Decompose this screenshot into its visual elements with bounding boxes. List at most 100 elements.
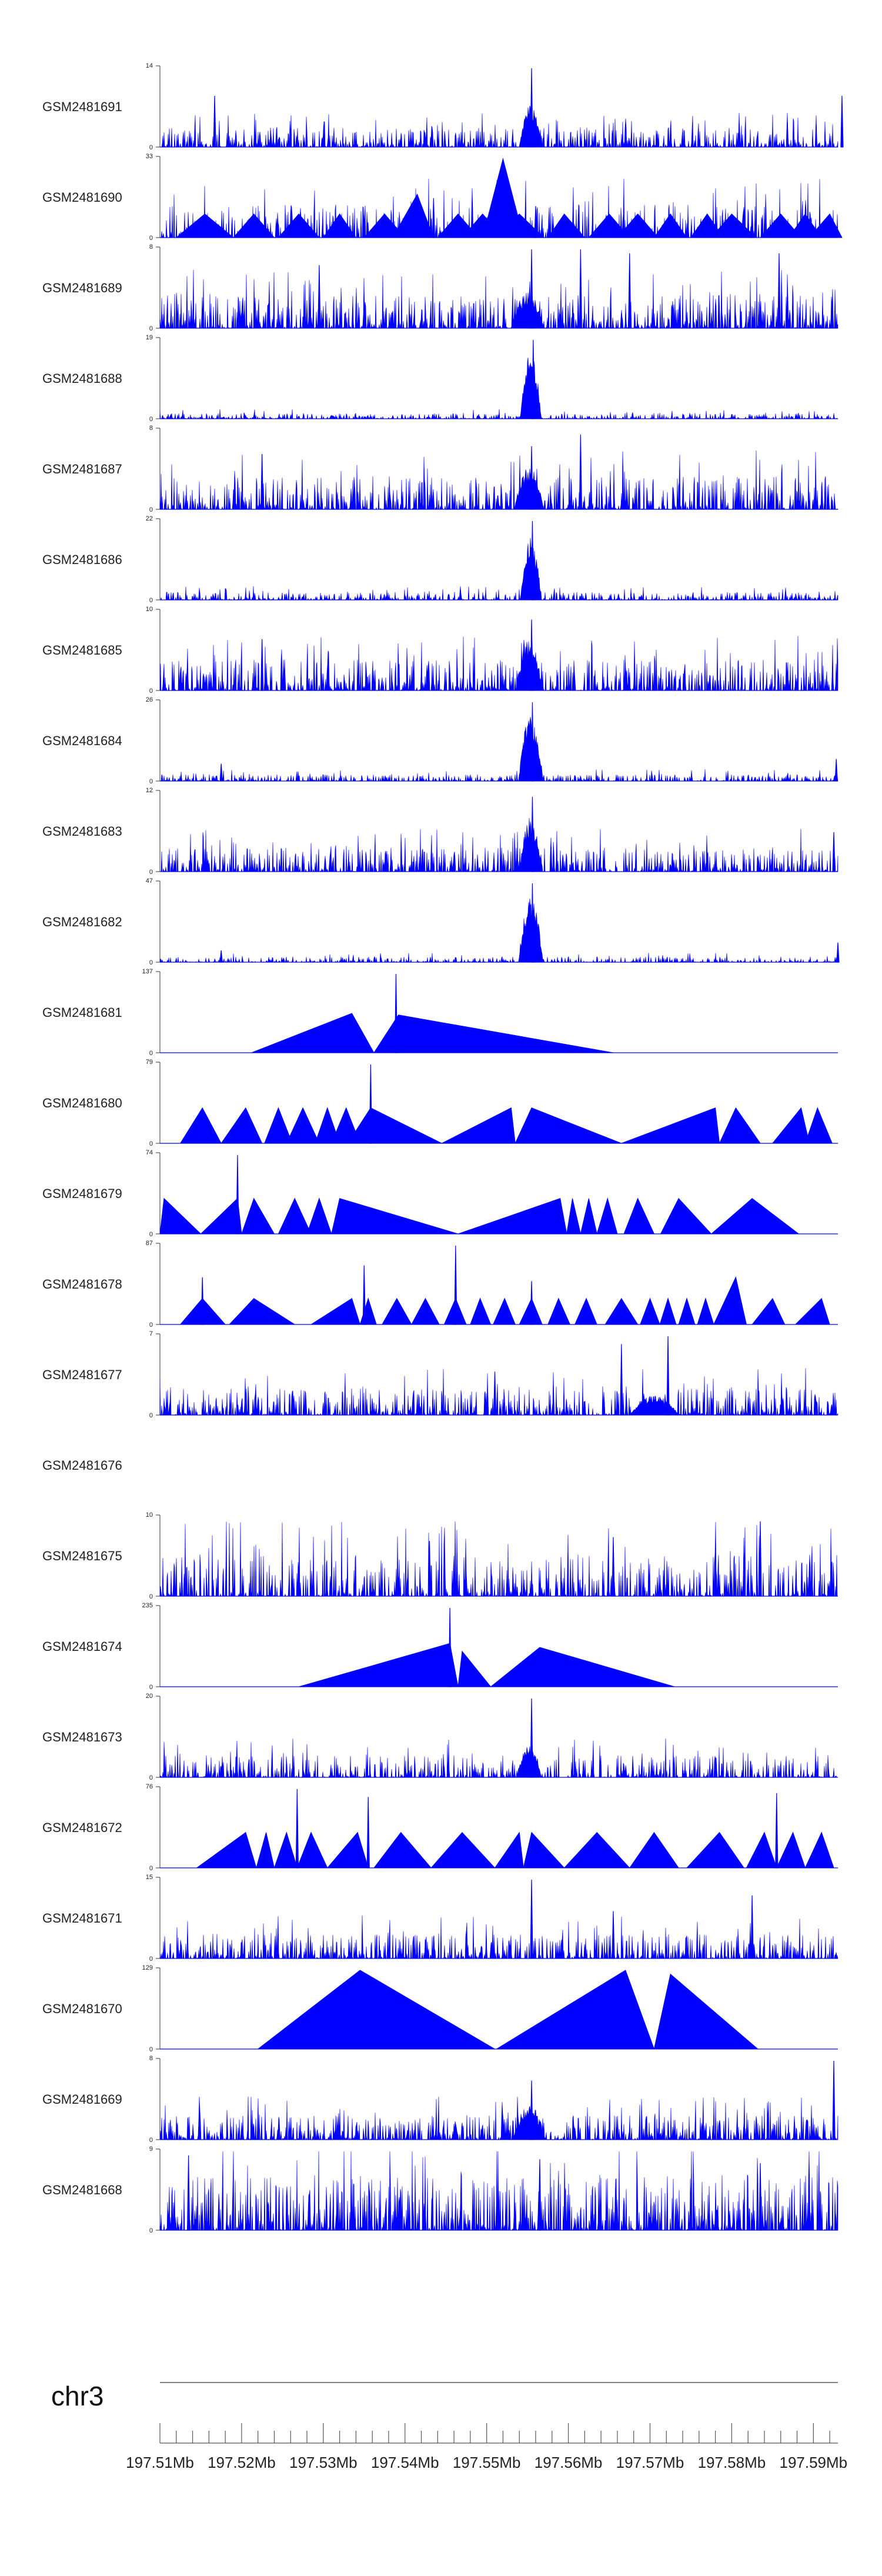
genome-axis: chr3 197.51Mb 197.52Mb 197.53Mb 197.54Mb 197… [51, 2381, 847, 2471]
track-ymax-label: 235 [142, 1602, 153, 1609]
track-label: GSM2481673 [42, 1730, 122, 1744]
track-GSM2481680: GSM2481680 79 0 [42, 1059, 838, 1147]
track-GSM2481679: GSM2481679 74 0 [42, 1149, 838, 1238]
track-ymax-label: 47 [146, 877, 153, 885]
track-signal-area [159, 450, 838, 510]
track-GSM2481672: GSM2481672 76 0 [42, 1783, 838, 1872]
track-ymin-label: 0 [149, 2227, 153, 2234]
track-ymin-label: 0 [149, 959, 153, 966]
track-GSM2481671: GSM2481671 15 0 [42, 1874, 838, 1963]
track-label: GSM2481672 [42, 1820, 122, 1835]
track-ymax-label: 74 [146, 1149, 153, 1156]
track-GSM2481675: GSM2481675 10 0 [42, 1511, 838, 1600]
track-ymin-label: 0 [149, 325, 153, 332]
axis-tick-label: 197.56Mb [534, 2454, 603, 2471]
track-label: GSM2481679 [42, 1186, 122, 1201]
track-signal-area [159, 2151, 838, 2231]
track-GSM2481684: GSM2481684 26 0 [42, 696, 838, 785]
track-GSM2481685: GSM2481685 10 0 [42, 606, 838, 695]
track-ymin-label: 0 [149, 1593, 153, 1600]
track-label: GSM2481680 [42, 1096, 122, 1110]
track-ymin-label: 0 [149, 144, 153, 151]
chromosome-label: chr3 [51, 2381, 103, 2411]
track-ymax-label: 79 [146, 1059, 153, 1066]
track-label: GSM2481681 [42, 1005, 122, 1020]
track-ymax-label: 9 [149, 2145, 153, 2153]
axis-tick-label: 197.59Mb [779, 2454, 847, 2471]
axis-tick-label: 197.57Mb [616, 2454, 684, 2471]
track-GSM2481686: GSM2481686 22 0 [42, 515, 838, 604]
track-ymin-label: 0 [149, 597, 153, 604]
track-ymin-label: 0 [149, 1684, 153, 1691]
track-ymin-label: 0 [149, 1956, 153, 1963]
track-ymax-label: 137 [142, 968, 153, 975]
track-GSM2481681: GSM2481681 137 0 [42, 968, 838, 1057]
axis-ticks: 197.51Mb 197.52Mb 197.53Mb 197.54Mb 197.55Mb… [126, 2423, 847, 2471]
track-ymax-label: 14 [146, 62, 153, 69]
track-label: GSM2481677 [42, 1367, 122, 1382]
track-ymin-label: 0 [149, 1412, 153, 1419]
track-ymax-label: 129 [142, 1964, 153, 1971]
track-GSM2481670: GSM2481670 129 0 [42, 1964, 838, 2053]
track-GSM2481688: GSM2481688 19 0 [42, 334, 838, 423]
track-ymin-label: 0 [149, 869, 153, 876]
track-ymax-label: 8 [149, 2055, 153, 2062]
track-ymin-label: 0 [149, 1050, 153, 1057]
track-ymax-label: 7 [149, 1330, 153, 1337]
axis-tick-label: 197.58Mb [698, 2454, 766, 2471]
track-label: GSM2481687 [42, 462, 122, 476]
track-GSM2481691: GSM2481691 14 0 [42, 62, 844, 151]
track-GSM2481689: GSM2481689 8 0 [42, 243, 838, 332]
track-ymax-label: 10 [146, 1511, 153, 1519]
track-signal-area [160, 538, 838, 601]
track-GSM2481677: GSM2481677 7 0 [42, 1330, 838, 1419]
track-GSM2481668: GSM2481668 9 0 [42, 2145, 838, 2234]
track-GSM2481690: GSM2481690 33 0 [42, 153, 843, 242]
track-label: GSM2481685 [42, 643, 122, 658]
track-ymax-label: 20 [146, 1693, 153, 1700]
track-ymin-label: 0 [149, 2046, 153, 2053]
track-GSM2481683: GSM2481683 12 0 [42, 787, 838, 876]
track-label: GSM2481684 [42, 733, 122, 748]
track-label: GSM2481690 [42, 190, 122, 205]
track-ymin-label: 0 [149, 1140, 153, 1147]
track-ymax-label: 87 [146, 1240, 153, 1247]
axis-tick-label: 197.52Mb [208, 2454, 276, 2471]
track-label: GSM2481688 [42, 371, 122, 386]
track-ymax-label: 26 [146, 696, 153, 703]
track-ymin-label: 0 [149, 2137, 153, 2144]
track-GSM2481669: GSM2481669 8 0 [42, 2055, 838, 2144]
track-label: GSM2481675 [42, 1549, 122, 1563]
axis-tick-label: 197.55Mb [453, 2454, 521, 2471]
track-label: GSM2481671 [42, 1911, 122, 1926]
track-GSM2481674: GSM2481674 235 0 [42, 1602, 838, 1691]
track-ymin-label: 0 [149, 1322, 153, 1329]
axis-tick-label: 197.54Mb [371, 2454, 439, 2471]
track-ymax-label: 8 [149, 243, 153, 251]
track-label: GSM2481683 [42, 824, 122, 839]
track-ymin-label: 0 [149, 1774, 153, 1781]
track-signal-area [159, 269, 838, 329]
track-ymax-label: 19 [146, 334, 153, 341]
track-label: GSM2481682 [42, 915, 122, 929]
track-ymin-label: 0 [149, 778, 153, 785]
track-ymax-label: 8 [149, 425, 153, 432]
track-signal-area [159, 1915, 838, 1960]
axis-tick-label: 197.51Mb [126, 2454, 194, 2471]
track-label: GSM2481674 [42, 1639, 122, 1654]
track-label: GSM2481678 [42, 1277, 122, 1292]
track-GSM2481687: GSM2481687 8 0 [42, 425, 838, 513]
track-GSM2481673: GSM2481673 20 0 [42, 1693, 838, 1781]
track-label: GSM2481668 [42, 2183, 122, 2197]
track-label: GSM2481691 [42, 99, 122, 114]
track-ymin-label: 0 [149, 1231, 153, 1238]
track-ymin-label: 0 [149, 506, 153, 513]
track-ymin-label: 0 [149, 235, 153, 242]
track-label: GSM2481689 [42, 281, 122, 295]
track-ymax-label: 33 [146, 153, 153, 160]
track-ymin-label: 0 [149, 416, 153, 423]
track-GSM2481678: GSM2481678 87 0 [42, 1240, 838, 1329]
track-GSM2481676: GSM2481676 [42, 1458, 122, 1473]
axis-tick-label: 197.53Mb [289, 2454, 358, 2471]
